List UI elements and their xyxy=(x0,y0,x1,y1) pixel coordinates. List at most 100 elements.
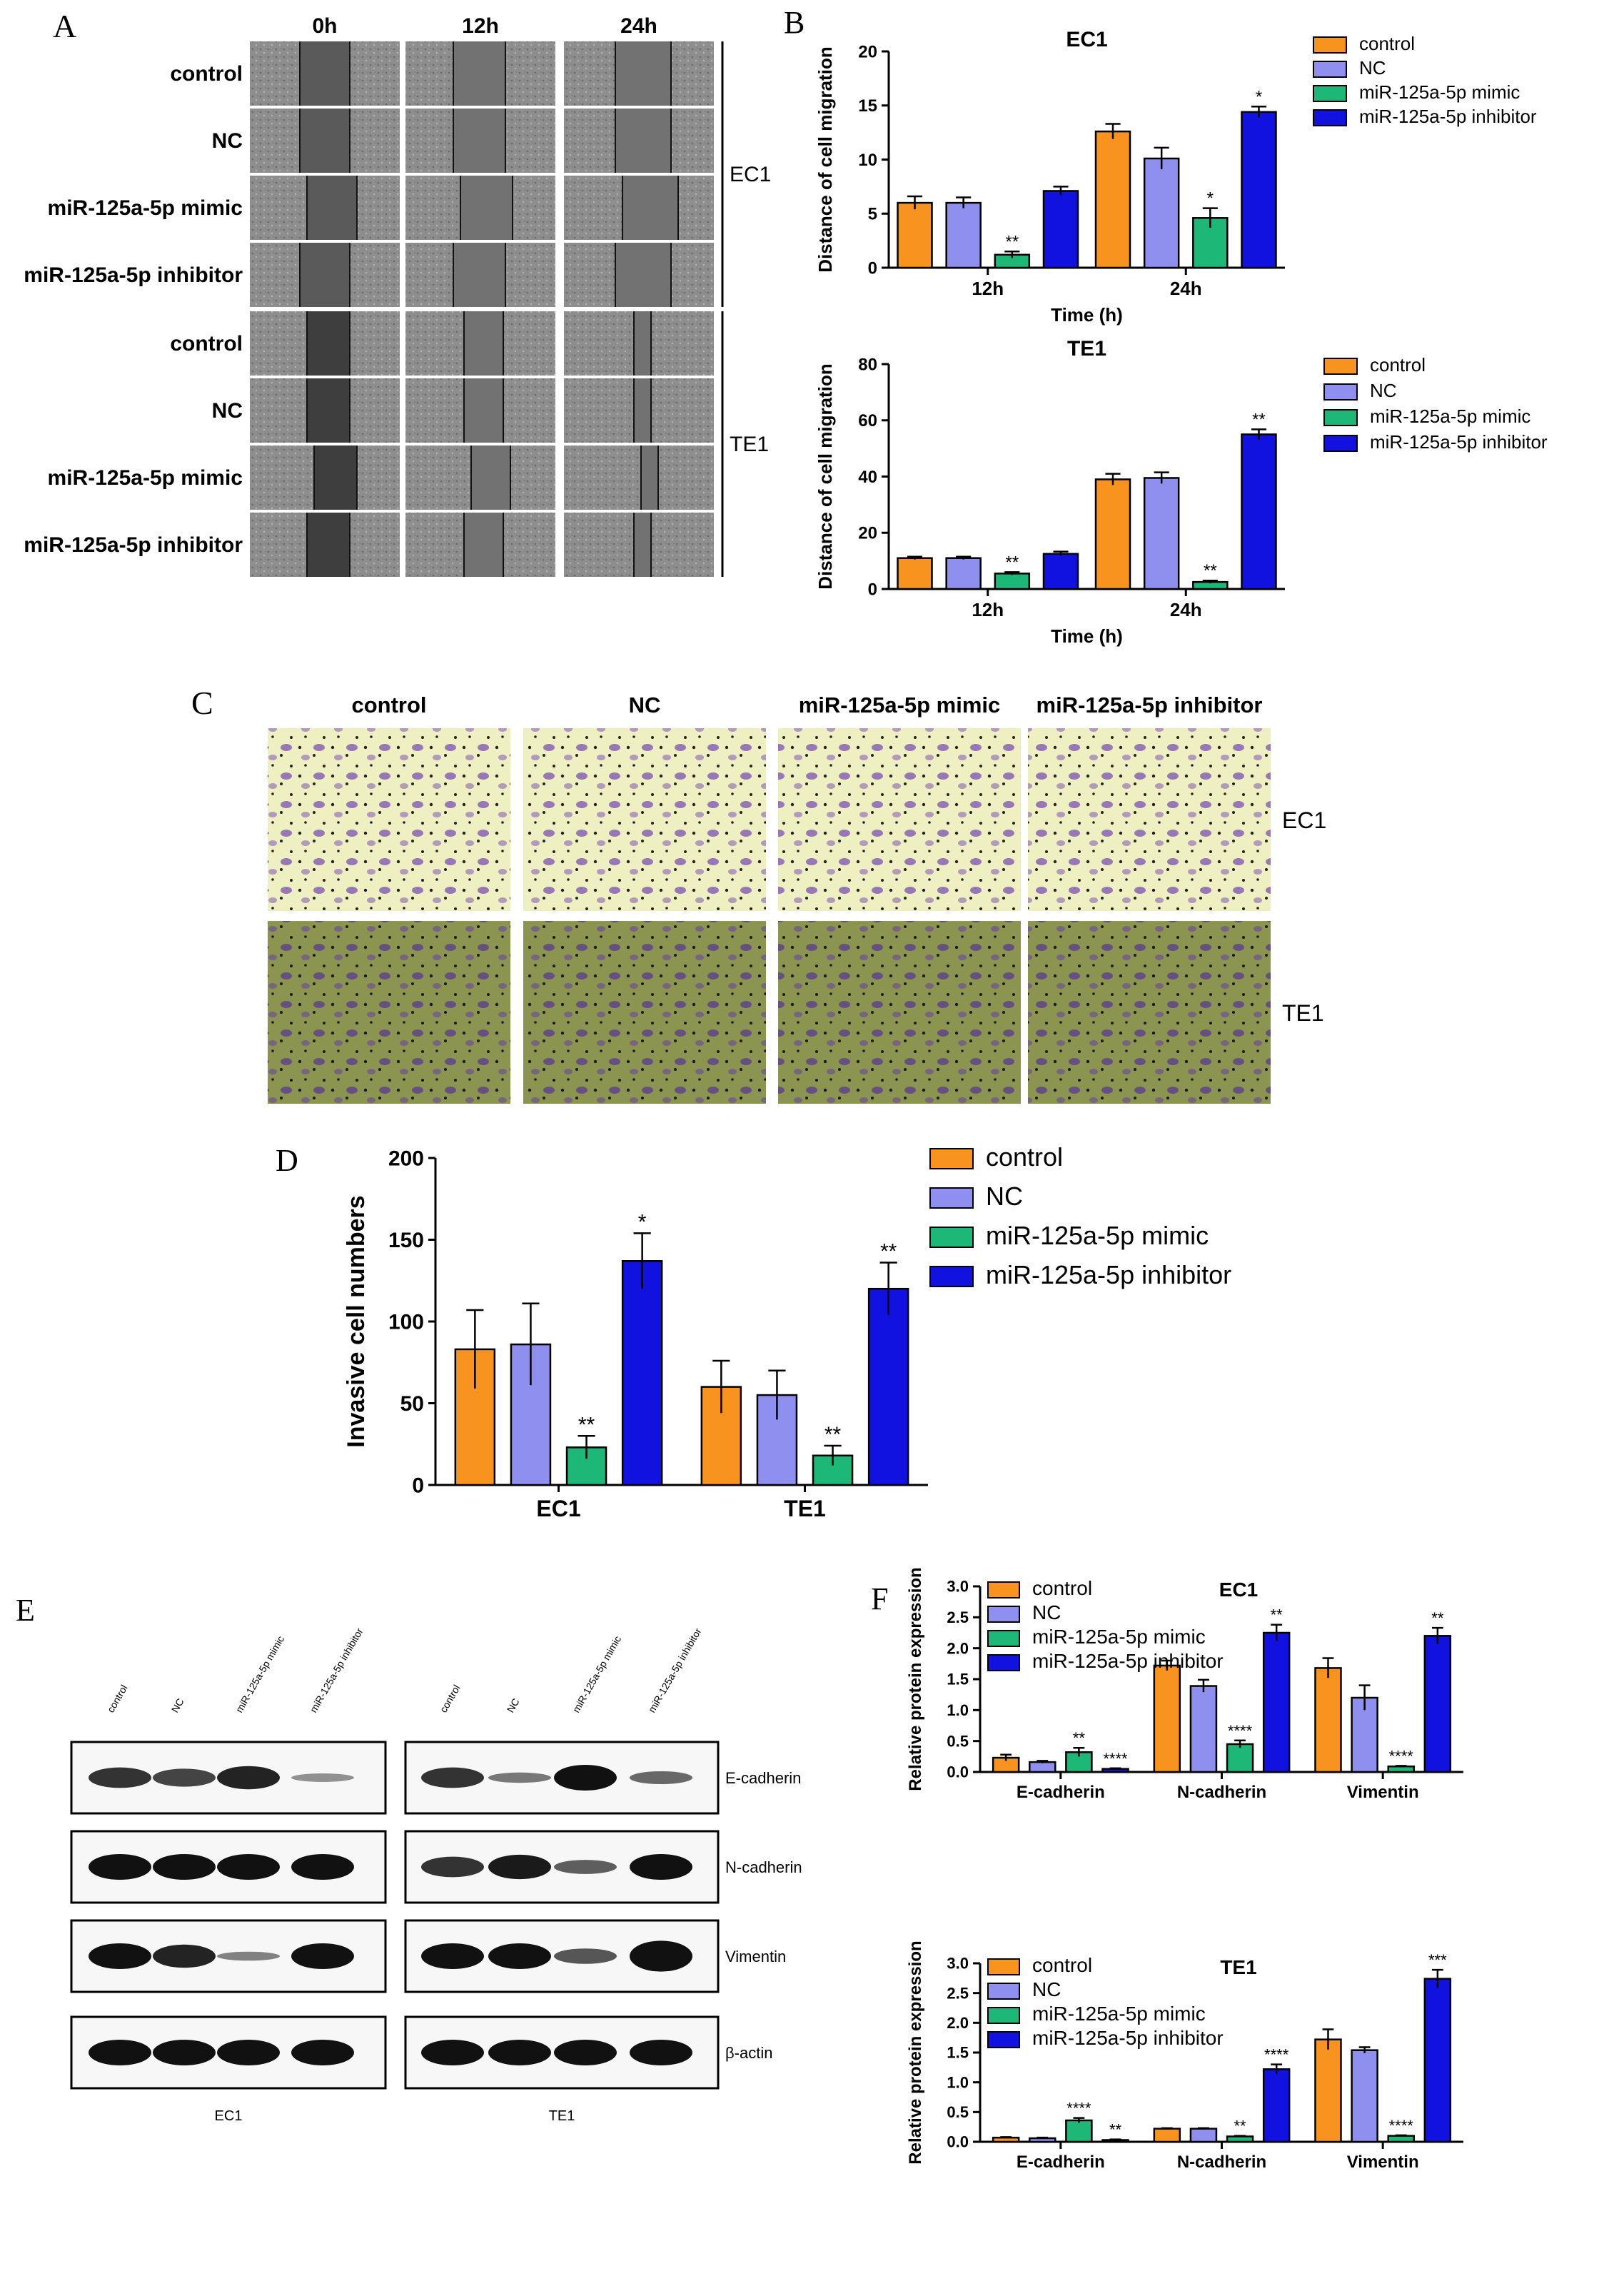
bar xyxy=(1065,2119,1093,2143)
legend-label: control xyxy=(1032,1577,1092,1599)
chart-b-te1: 0 20 40 60 80 Distance of cell migration TE1 12… xyxy=(814,337,1548,647)
significance-label: ** xyxy=(1005,232,1019,251)
bar xyxy=(945,201,982,269)
x-tick-label: TE1 xyxy=(784,1496,826,1521)
y-axis-label: Relative protein expression xyxy=(906,1567,925,1791)
x-tick-label: 24h xyxy=(1170,599,1202,620)
y-tick-label: 200 xyxy=(388,1147,424,1171)
y-tick-label: 0.0 xyxy=(947,2133,969,2151)
cell-line-label: EC1 xyxy=(730,163,771,186)
bar xyxy=(1042,553,1079,590)
y-tick-label: 1.0 xyxy=(947,2073,969,2091)
micrograph xyxy=(564,445,714,510)
panel-label-c: C xyxy=(191,685,213,721)
legend-label: miR-125a-5p mimic xyxy=(1359,81,1520,103)
significance-label: **** xyxy=(1066,2100,1091,2118)
bar xyxy=(1387,1765,1415,1773)
wound-gap xyxy=(300,109,350,173)
bar xyxy=(945,557,982,590)
protein-band xyxy=(89,1854,151,1880)
transwell-image xyxy=(1028,921,1271,1104)
significance-label: ** xyxy=(1252,410,1266,429)
legend-swatch xyxy=(987,1630,1020,1647)
legend-label: NC xyxy=(986,1182,1023,1211)
panel-label-f: F xyxy=(871,1581,888,1616)
lane-label: NC xyxy=(169,1696,186,1715)
protein-band xyxy=(217,2040,280,2065)
legend-label: control xyxy=(986,1142,1063,1172)
legend-label: NC xyxy=(1359,57,1386,79)
significance-label: **** xyxy=(1264,2046,1289,2064)
bar xyxy=(1387,2135,1415,2143)
x-tick-label: N-cadherin xyxy=(1177,2152,1266,2172)
legend-label: NC xyxy=(1032,1601,1061,1623)
wound-gap xyxy=(615,109,671,173)
legend-label: miR-125a-5p mimic xyxy=(1370,406,1530,427)
significance-label: * xyxy=(1207,189,1214,208)
bar xyxy=(1314,2038,1342,2143)
bar xyxy=(1314,1667,1342,1773)
y-tick-label: 15 xyxy=(858,96,877,116)
y-tick-label: 1.0 xyxy=(947,1701,969,1719)
bar xyxy=(994,573,1031,590)
legend-label: miR-125a-5p inhibitor xyxy=(986,1260,1231,1289)
x-tick-label: 12h xyxy=(972,278,1004,299)
y-tick-label: 1.5 xyxy=(947,1671,969,1688)
transwell-image xyxy=(268,921,510,1104)
legend-swatch xyxy=(987,1983,1020,2000)
protein-band xyxy=(630,1940,692,1972)
bar xyxy=(1143,477,1180,590)
lane-label: NC xyxy=(505,1696,522,1715)
y-tick-label: 150 xyxy=(388,1229,424,1252)
lane-label: control xyxy=(438,1683,463,1714)
bar xyxy=(1042,190,1079,269)
bar xyxy=(1226,2135,1254,2143)
y-tick-label: 0 xyxy=(412,1474,424,1498)
chart-title: TE1 xyxy=(1067,337,1106,361)
y-tick-label: 0 xyxy=(868,580,877,599)
y-tick-label: 80 xyxy=(858,355,877,374)
transwell-image xyxy=(778,728,1021,911)
chart-title: TE1 xyxy=(1220,1956,1256,1978)
time-label: 24h xyxy=(620,14,657,38)
bar xyxy=(897,557,933,590)
legend-swatch xyxy=(1323,409,1358,426)
protein-band xyxy=(89,1767,151,1788)
y-tick-label: 100 xyxy=(388,1311,424,1334)
bar xyxy=(897,201,933,269)
wound-gap xyxy=(634,378,651,443)
legend-label: miR-125a-5p inhibitor xyxy=(1359,106,1537,127)
panel-label-d: D xyxy=(276,1143,298,1178)
y-tick-label: 5 xyxy=(868,205,877,224)
transwell-image xyxy=(523,728,766,911)
significance-label: ** xyxy=(1431,1609,1444,1627)
bar xyxy=(1094,130,1131,269)
y-tick-label: 0.5 xyxy=(947,2103,969,2121)
time-label: 12h xyxy=(462,14,499,38)
bar xyxy=(1262,2068,1291,2143)
protein-band xyxy=(89,1943,151,1969)
wound-gap xyxy=(300,41,350,106)
x-tick-label: EC1 xyxy=(536,1496,580,1521)
y-tick-label: 0.0 xyxy=(947,1763,969,1781)
x-tick-label: 24h xyxy=(1170,278,1202,299)
x-tick-label: N-cadherin xyxy=(1177,1783,1266,1802)
bar xyxy=(1351,2049,1378,2143)
transwell-image xyxy=(1028,728,1271,911)
protein-label: β-actin xyxy=(725,2044,772,2062)
chart-f-te1: 0.0 0.5 1.0 1.5 2.0 2.5 3.0 Relative protein ex… xyxy=(906,1940,1463,2172)
row-label: miR-125a-5p mimic xyxy=(48,466,243,490)
legend-swatch xyxy=(1323,383,1358,401)
x-axis-label: Time (h) xyxy=(1051,625,1123,647)
legend-swatch xyxy=(1323,358,1358,375)
x-tick-label: E-cadherin xyxy=(1017,1783,1105,1802)
chart-f-ec1: 0.0 0.5 1.0 1.5 2.0 2.5 3.0 Relative protein ex… xyxy=(906,1567,1463,1802)
chart-title: EC1 xyxy=(1066,28,1107,51)
protein-band xyxy=(554,1765,617,1791)
lane-label: control xyxy=(105,1683,130,1714)
protein-band xyxy=(89,2040,151,2065)
